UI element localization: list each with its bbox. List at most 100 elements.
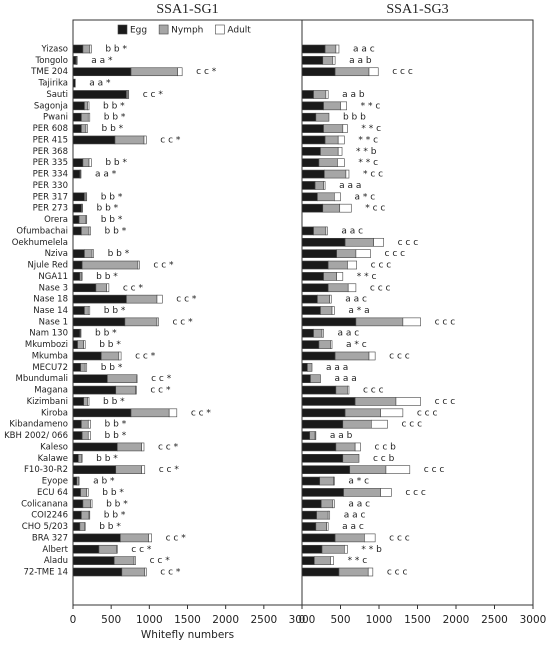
bar-segment xyxy=(86,216,87,224)
bar-segment xyxy=(73,386,116,394)
bar-segment xyxy=(364,534,375,542)
bar-segment xyxy=(134,557,136,565)
category-label: COI2246 xyxy=(31,511,68,521)
bar-segment xyxy=(302,193,317,201)
bar-segment xyxy=(84,341,86,349)
bar-segment xyxy=(73,318,125,326)
category-label: PER 368 xyxy=(33,147,68,157)
bar-segment xyxy=(86,193,87,201)
bar-segment xyxy=(302,238,345,246)
bar-segment xyxy=(335,352,369,360)
bar-segment xyxy=(79,216,86,224)
x-tick-label: 3000 xyxy=(520,614,547,626)
bar-segment xyxy=(369,68,378,76)
x-tick-label: 1000 xyxy=(136,614,163,626)
bar-segment xyxy=(107,375,136,383)
bar-segment xyxy=(81,511,89,519)
bar-segment xyxy=(126,295,157,303)
bar-segment xyxy=(302,329,314,337)
significance-label: c c * xyxy=(166,533,187,543)
bar-segment xyxy=(326,90,328,98)
bar-segment xyxy=(333,56,335,64)
bar-segment xyxy=(319,159,337,167)
significance-label: c c * xyxy=(150,386,171,396)
bar-segment xyxy=(322,329,324,337)
bar-segment xyxy=(324,125,343,133)
bar-segment xyxy=(327,523,329,531)
bar-segment xyxy=(337,250,356,258)
bar-segment xyxy=(302,284,328,292)
bar-segment xyxy=(73,216,79,224)
category-label: Kiroba xyxy=(41,408,68,418)
bar-segment xyxy=(131,409,169,417)
bar-segment xyxy=(317,193,334,201)
significance-label: b b * xyxy=(102,488,124,498)
bar-segment xyxy=(119,352,121,360)
x-tick-label: 1000 xyxy=(366,614,393,626)
significance-label: c c c xyxy=(435,397,456,407)
bar-segment xyxy=(316,523,327,531)
bar-segment xyxy=(371,420,387,428)
bar-segment xyxy=(302,432,310,440)
bar-segment xyxy=(341,102,347,110)
bar-segment xyxy=(78,454,81,462)
bar-segment xyxy=(117,545,118,553)
significance-label: b b * xyxy=(99,522,121,532)
category-label: Nase 3 xyxy=(39,283,68,293)
category-label: PER 330 xyxy=(33,181,68,191)
significance-label: * * b xyxy=(356,147,377,157)
significance-label: c c c xyxy=(435,317,456,327)
bar-segment xyxy=(314,90,326,98)
bar-segment xyxy=(73,432,82,440)
bar-segment xyxy=(337,272,343,280)
bar-segment xyxy=(302,420,343,428)
category-label: KBH 2002/ 066 xyxy=(4,431,68,441)
significance-label: b b b xyxy=(343,113,366,123)
bar-segment xyxy=(302,341,319,349)
bar-segment xyxy=(169,409,177,417)
bar-segment xyxy=(99,545,117,553)
category-label: PER 415 xyxy=(33,135,68,145)
bar-segment xyxy=(396,397,421,405)
significance-label: b b * xyxy=(104,306,126,316)
significance-label: c c b xyxy=(373,454,395,464)
significance-label: * * c xyxy=(361,124,381,134)
significance-label: * * b xyxy=(361,545,382,555)
significance-label: c c c xyxy=(387,568,408,578)
bar-segment xyxy=(324,181,326,189)
bar-segment xyxy=(73,125,81,133)
significance-label: b b * xyxy=(102,124,124,134)
significance-label: c c * xyxy=(158,442,179,452)
bar-segment xyxy=(320,147,338,155)
bar-segment xyxy=(73,56,76,64)
bar-segment xyxy=(347,386,349,394)
category-label: TME 204 xyxy=(30,67,68,77)
bar-segment xyxy=(73,90,126,98)
bar-segment xyxy=(302,125,324,133)
category-label: Eyope xyxy=(42,477,68,487)
bar-segment xyxy=(302,568,339,576)
significance-label: c c c xyxy=(385,249,406,259)
x-tick-label: 2500 xyxy=(481,614,508,626)
bar-segment xyxy=(88,102,90,110)
bar-segment xyxy=(73,261,82,269)
bar-segment xyxy=(381,488,392,496)
bar-segment xyxy=(88,307,90,315)
bar-segment xyxy=(73,511,81,519)
bar-segment xyxy=(330,295,332,303)
category-label: CHO 5/203 xyxy=(22,522,68,532)
significance-label: c c * xyxy=(150,556,171,566)
bar-segment xyxy=(89,159,91,167)
significance-label: a a b xyxy=(342,90,365,100)
bar-segment xyxy=(149,534,152,542)
significance-label: c c * xyxy=(153,261,174,271)
bar-segment xyxy=(88,397,90,405)
category-label: Tajirika xyxy=(37,79,68,89)
bar-segment xyxy=(302,272,324,280)
bar-segment xyxy=(332,307,334,315)
bar-segment xyxy=(81,488,87,496)
bar-segment xyxy=(84,250,92,258)
significance-label: a a c xyxy=(348,499,370,509)
bar-segment xyxy=(322,545,344,553)
legend-label: Adult xyxy=(227,26,251,36)
